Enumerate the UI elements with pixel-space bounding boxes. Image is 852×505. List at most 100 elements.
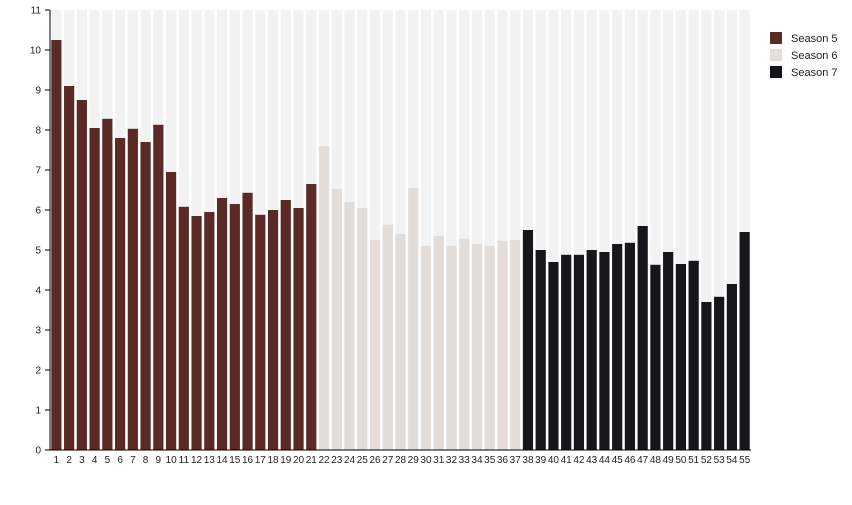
x-tick-label: 48 <box>650 455 662 466</box>
bar-26 <box>369 240 381 450</box>
y-tick-label: 11 <box>31 6 42 17</box>
background-column <box>420 10 432 450</box>
bar-51 <box>688 260 699 450</box>
bars <box>51 40 750 451</box>
bar-18 <box>267 210 279 450</box>
x-tick-label: 43 <box>586 455 598 466</box>
x-tick-label: 30 <box>420 455 432 466</box>
background-column <box>573 10 585 450</box>
y-tick-label: 4 <box>35 286 41 297</box>
y-tick-label: 10 <box>30 46 42 57</box>
bar-36 <box>497 240 508 450</box>
x-tick-label: 34 <box>471 455 483 466</box>
x-tick-label: 13 <box>204 455 216 466</box>
background-column <box>484 10 495 450</box>
x-tick-label: 32 <box>446 455 458 466</box>
y-tick-label: 9 <box>35 86 41 97</box>
background-column <box>535 10 546 450</box>
bar-52 <box>701 302 712 450</box>
background-column <box>599 10 610 450</box>
x-tick-label: 9 <box>156 455 162 466</box>
x-tick-label: 53 <box>714 455 726 466</box>
bar-8 <box>140 142 151 450</box>
y-tick-label: 1 <box>35 406 41 417</box>
bar-7 <box>127 128 138 451</box>
bar-49 <box>663 252 674 450</box>
bar-20 <box>293 208 304 450</box>
legend-label: Season 5 <box>791 33 837 45</box>
x-tick-label: 26 <box>369 455 381 466</box>
x-tick-label: 54 <box>726 455 738 466</box>
background-column <box>561 10 572 450</box>
bar-55 <box>739 232 750 450</box>
x-tick-label: 45 <box>612 455 624 466</box>
bar-39 <box>535 250 546 450</box>
bar-40 <box>548 262 559 450</box>
bar-38 <box>522 230 534 450</box>
x-tick-label: 52 <box>701 455 713 466</box>
x-tick-label: 11 <box>179 455 190 466</box>
x-tick-label: 28 <box>395 455 407 466</box>
bar-34 <box>471 244 483 450</box>
x-tick-label: 36 <box>497 455 509 466</box>
x-tick-label: 55 <box>739 455 751 466</box>
legend-label: Season 6 <box>791 50 837 62</box>
legend: Season 5 Season 6 Season 7 <box>770 32 837 79</box>
bar-31 <box>433 236 444 450</box>
x-tick-label: 17 <box>255 455 267 466</box>
background-column <box>471 10 483 450</box>
legend-label: Season 7 <box>791 67 837 79</box>
bar-30 <box>420 246 432 450</box>
bar-13 <box>204 212 215 450</box>
bar-50 <box>675 264 686 450</box>
y-tick-label: 2 <box>35 366 41 377</box>
background-column <box>395 10 406 450</box>
x-tick-label: 41 <box>561 455 573 466</box>
x-tick-label: 39 <box>535 455 547 466</box>
bar-6 <box>115 138 126 450</box>
x-tick-label: 18 <box>267 455 279 466</box>
x-tick-label: 38 <box>522 455 534 466</box>
y-tick-label: 3 <box>35 326 41 337</box>
background-column <box>433 10 444 450</box>
bar-19 <box>280 200 291 450</box>
background-column <box>459 10 470 450</box>
bar-42 <box>573 254 585 450</box>
y-tick-label: 0 <box>35 446 41 457</box>
bar-12 <box>191 216 202 450</box>
x-tick-label: 40 <box>548 455 560 466</box>
background-column <box>675 10 686 450</box>
x-tick-label: 22 <box>318 455 330 466</box>
y-tick-label: 5 <box>35 246 41 257</box>
bar-47 <box>637 226 648 450</box>
bar-48 <box>650 264 661 450</box>
bar-35 <box>484 246 495 450</box>
background-column <box>510 10 521 450</box>
x-tick-label: 21 <box>306 455 318 466</box>
x-tick-label: 29 <box>408 455 420 466</box>
x-tick-label: 2 <box>66 455 72 466</box>
x-tick-label: 20 <box>293 455 305 466</box>
x-tick-label: 49 <box>663 455 675 466</box>
x-tick-label: 46 <box>624 455 636 466</box>
x-tick-label: 16 <box>242 455 254 466</box>
x-tick-label: 15 <box>229 455 241 466</box>
bar-41 <box>561 254 572 450</box>
bar-25 <box>357 208 368 450</box>
bar-21 <box>306 184 317 450</box>
x-tick-label: 12 <box>191 455 203 466</box>
x-tick-label: 44 <box>599 455 611 466</box>
bar-46 <box>624 242 636 450</box>
x-tick-label: 35 <box>484 455 496 466</box>
background-column <box>701 10 712 450</box>
bar-10 <box>165 172 177 450</box>
bar-44 <box>599 252 610 450</box>
bar-45 <box>612 244 623 450</box>
y-tick-label: 7 <box>35 166 41 177</box>
bar-43 <box>586 250 597 450</box>
x-tick-label: 25 <box>357 455 369 466</box>
bar-32 <box>446 246 457 450</box>
legend-swatch <box>770 49 782 61</box>
x-tick-label: 23 <box>331 455 343 466</box>
